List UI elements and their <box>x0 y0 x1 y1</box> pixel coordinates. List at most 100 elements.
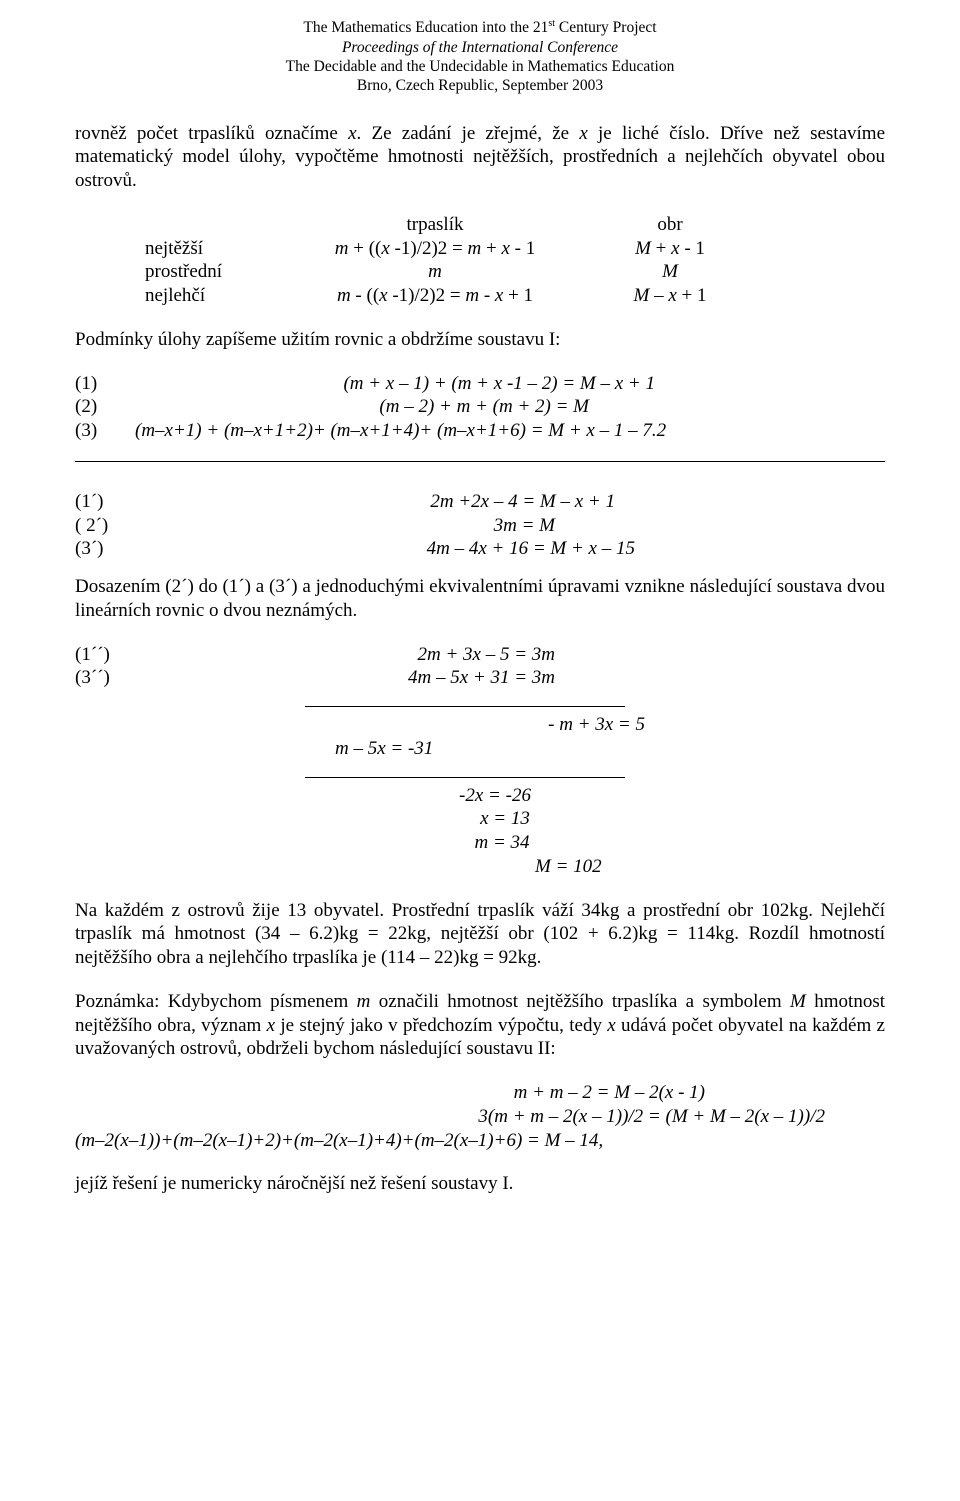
calc-line: x = 13 <box>305 807 645 831</box>
header-line-4: Brno, Czech Republic, September 2003 <box>75 76 885 95</box>
txt: Poznámka: Kdybychom písmenem <box>75 991 357 1012</box>
table-header-row: trpaslík obr <box>145 213 885 237</box>
txt: je stejný jako v předchozím výpočtu, ted… <box>275 1015 607 1036</box>
table-row: nejlehčí m - ((x -1)/2)2 = m - x + 1 M –… <box>145 284 885 308</box>
horizontal-rule-short <box>305 706 625 707</box>
paragraph-conditions: Podmínky úlohy zapíšeme užitím rovnic a … <box>75 328 885 352</box>
sym-x: x <box>379 285 387 306</box>
system-double-primed: (1´´) 2m + 3x – 5 = 3m (3´´) 4m – 5x + 3… <box>75 643 885 691</box>
eq-num: (3) <box>75 419 135 443</box>
paper-header: The Mathematics Education into the 21st … <box>75 18 885 96</box>
sym-x: x <box>381 238 389 259</box>
row-c3: M <box>595 260 745 284</box>
row-label: nejlehčí <box>145 284 275 308</box>
txt: -1)/2)2 = <box>390 238 468 259</box>
header-line-1: The Mathematics Education into the 21st … <box>75 18 885 38</box>
txt: + 1 <box>677 285 707 306</box>
table-head-empty <box>145 213 275 237</box>
txt: + (( <box>348 238 381 259</box>
eq-num: (3´) <box>75 537 135 561</box>
paragraph-substitution: Dosazením (2´) do (1´) a (3´) a jednoduc… <box>75 575 885 623</box>
eq-body: (m – 2) + m + (m + 2) = M <box>135 395 885 419</box>
txt: – <box>649 285 668 306</box>
table-head-obr: obr <box>595 213 745 237</box>
row-c3: M – x + 1 <box>595 284 745 308</box>
sym-x: x <box>267 1015 275 1036</box>
row-c3: M + x - 1 <box>595 237 745 261</box>
p1-b: . Ze zadání je zřejmé, že <box>357 123 580 144</box>
sym-m: m <box>335 238 349 259</box>
paragraph-intro: rovněž počet trpaslíků označíme x. Ze za… <box>75 122 885 193</box>
header-sup: st <box>548 18 555 29</box>
table-head-trpaslik: trpaslík <box>275 213 595 237</box>
eq-body: 3m = M <box>135 514 885 538</box>
p1-x2: x <box>579 123 587 144</box>
system-II: m + m – 2 = M – 2(x - 1) 3(m + m – 2(x –… <box>75 1081 885 1152</box>
txt: - <box>479 285 495 306</box>
row-c2: m - ((x -1)/2)2 = m - x + 1 <box>275 284 595 308</box>
sym-m: m <box>465 285 479 306</box>
calc-line: m = 34 <box>305 831 645 855</box>
txt: - (( <box>351 285 379 306</box>
calc-line: - m + 3x = 5 <box>305 713 645 737</box>
system-primed: (1´) 2m +2x – 4 = M – x + 1 ( 2´) 3m = M… <box>75 490 885 561</box>
sym-m: m <box>357 991 371 1012</box>
calc-line: m – 5x = -31 <box>335 737 645 761</box>
eq-row: ( 2´) 3m = M <box>75 514 885 538</box>
system-I: (1) (m + x – 1) + (m + x -1 – 2) = M – x… <box>75 372 885 443</box>
calc-block-2: -2x = -26 x = 13 m = 34 M = 102 <box>305 784 645 879</box>
header-line-1a: The Mathematics Education into the 21 <box>303 19 548 36</box>
txt: označili hmotnost nejtěžšího trpaslíka a… <box>370 991 790 1012</box>
sym-x: x <box>607 1015 615 1036</box>
p1-a: rovněž počet trpaslíků označíme <box>75 123 348 144</box>
horizontal-rule-short <box>305 777 625 778</box>
eq-row: (3) (m–x+1) + (m–x+1+2)+ (m–x+1+4)+ (m–x… <box>75 419 885 443</box>
sym-M: M <box>635 238 651 259</box>
header-line-1b: Century Project <box>555 19 657 36</box>
eq-row: (2) (m – 2) + m + (m + 2) = M <box>75 395 885 419</box>
header-line-2: Proceedings of the International Confere… <box>75 38 885 57</box>
eq-body: 4m – 4x + 16 = M + x – 15 <box>135 537 885 561</box>
eq-body: (m + x – 1) + (m + x -1 – 2) = M – x + 1 <box>135 372 885 396</box>
paragraph-result: Na každém z ostrovů žije 13 obyvatel. Pr… <box>75 899 885 970</box>
paragraph-note: Poznámka: Kdybychom písmenem m označili … <box>75 990 885 1061</box>
eq-row: (1) (m + x – 1) + (m + x -1 – 2) = M – x… <box>75 372 885 396</box>
sys2-line: 3(m + m – 2(x – 1))/2 = (M + M – 2(x – 1… <box>75 1105 885 1129</box>
eq-body: 2m +2x – 4 = M – x + 1 <box>135 490 885 514</box>
txt: + <box>481 238 501 259</box>
eq-row: (1´´) 2m + 3x – 5 = 3m <box>75 643 885 667</box>
eq-num: (1´) <box>75 490 135 514</box>
eq-num: (2) <box>75 395 135 419</box>
sym-M: M <box>790 991 806 1012</box>
row-label: nejtěžší <box>145 237 275 261</box>
sym-M: M <box>634 285 650 306</box>
row-label: prostřední <box>145 260 275 284</box>
txt: -1)/2)2 = <box>388 285 466 306</box>
eq-body: (m–x+1) + (m–x+1+2)+ (m–x+1+4)+ (m–x+1+6… <box>135 419 885 443</box>
txt: + 1 <box>503 285 533 306</box>
horizontal-rule <box>75 461 885 462</box>
calc-block-1: - m + 3x = 5 m – 5x = -31 <box>305 713 645 761</box>
sym-m: m <box>468 238 482 259</box>
row-c2: m + ((x -1)/2)2 = m + x - 1 <box>275 237 595 261</box>
sys2-line: m + m – 2 = M – 2(x - 1) <box>75 1081 885 1105</box>
eq-num: (3´´) <box>75 666 145 690</box>
header-line-3: The Decidable and the Undecidable in Mat… <box>75 57 885 76</box>
txt: + <box>651 238 671 259</box>
calc-result-M: M = 102 <box>535 855 645 879</box>
sym-x: x <box>671 238 679 259</box>
eq-row: (3´) 4m – 4x + 16 = M + x – 15 <box>75 537 885 561</box>
p1-x1: x <box>348 123 356 144</box>
eq-num: (1) <box>75 372 135 396</box>
eq-num: (1´´) <box>75 643 145 667</box>
eq-body: 4m – 5x + 31 = 3m <box>145 666 885 690</box>
row-c2: m <box>275 260 595 284</box>
sym-x: x <box>668 285 676 306</box>
table-row: nejtěžší m + ((x -1)/2)2 = m + x - 1 M +… <box>145 237 885 261</box>
paragraph-closing: jejíž řešení je numericky náročnější než… <box>75 1172 885 1196</box>
sys2-line: (m–2(x–1))+(m–2(x–1)+2)+(m–2(x–1)+4)+(m–… <box>75 1129 885 1153</box>
table-row: prostřední m M <box>145 260 885 284</box>
txt: - 1 <box>510 238 535 259</box>
sym-m: m <box>337 285 351 306</box>
txt: - 1 <box>680 238 705 259</box>
